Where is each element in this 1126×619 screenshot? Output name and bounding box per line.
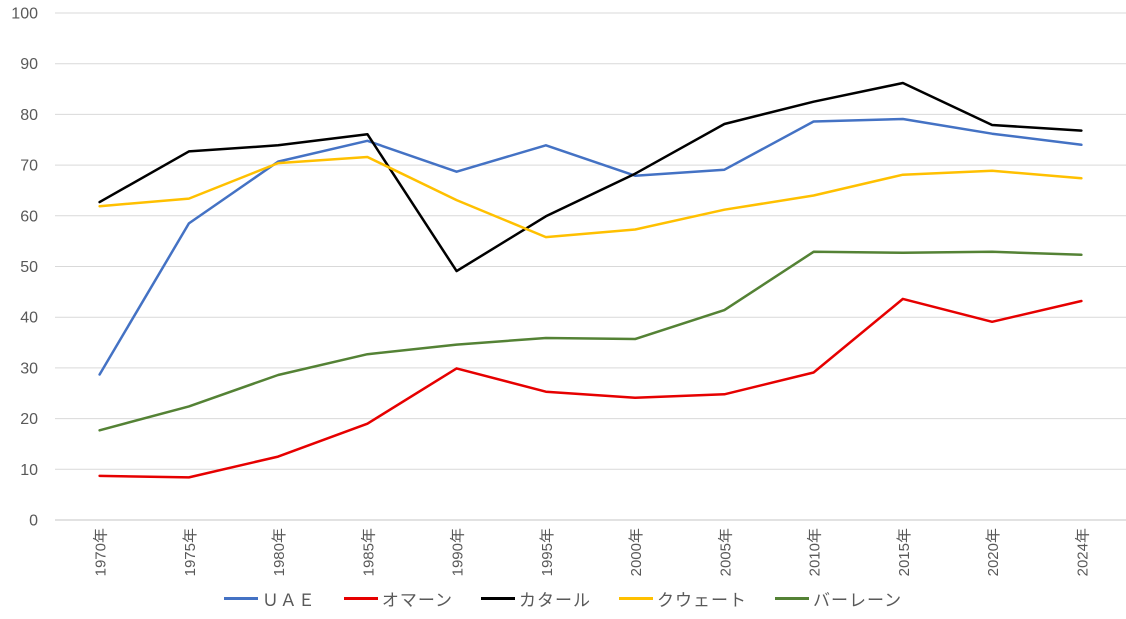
x-axis-tick-label: 1970年 bbox=[93, 528, 110, 576]
y-axis-tick-label: 50 bbox=[20, 259, 38, 276]
legend-swatch-qatar bbox=[481, 597, 515, 600]
y-axis-tick-label: 40 bbox=[20, 310, 38, 327]
y-axis-tick-label: 80 bbox=[20, 107, 38, 124]
series-line-kuwait bbox=[98, 155, 1083, 239]
legend-item-bahrain: バーレーン bbox=[775, 586, 902, 611]
series-line-qatar bbox=[98, 81, 1083, 273]
y-axis-tick-label: 100 bbox=[11, 6, 38, 23]
x-axis-tick-label: 2005年 bbox=[717, 528, 734, 576]
legend-swatch-uae bbox=[223, 597, 258, 600]
legend-label-qatar: カタール bbox=[519, 591, 591, 610]
y-axis-tick-label: 0 bbox=[29, 513, 38, 530]
series-line-bahrain bbox=[98, 250, 1083, 432]
legend-item-uae: ＵＡＥ bbox=[223, 586, 316, 611]
series-line-uae bbox=[98, 117, 1083, 376]
x-axis-tick-label: 2024年 bbox=[1074, 528, 1091, 576]
x-axis-tick-label: 1980年 bbox=[271, 528, 288, 576]
legend-label-kuwait: クウェート bbox=[657, 591, 747, 610]
x-axis-tick-label: 1990年 bbox=[450, 528, 467, 576]
legend-item-oman: オマーン bbox=[343, 586, 453, 611]
x-axis-tick-label: 2015年 bbox=[896, 528, 913, 576]
legend-swatch-kuwait bbox=[619, 597, 653, 600]
y-axis-tick-label: 90 bbox=[20, 56, 38, 73]
legend-swatch-bahrain bbox=[775, 597, 809, 600]
legend-swatch-oman bbox=[343, 597, 378, 600]
legend-item-kuwait: クウェート bbox=[619, 586, 747, 611]
legend-label-bahrain: バーレーン bbox=[813, 591, 903, 610]
x-axis-tick-label: 2020年 bbox=[985, 528, 1002, 576]
y-axis-tick-label: 60 bbox=[20, 208, 38, 225]
series-line-oman bbox=[98, 297, 1083, 479]
legend: ＵＡＥ オマーン カタール クウェート バーレーン bbox=[0, 586, 1126, 611]
x-axis-tick-label: 1995年 bbox=[539, 528, 556, 576]
y-axis-tick-label: 70 bbox=[20, 158, 38, 175]
x-axis-tick-label: 1985年 bbox=[360, 528, 377, 576]
y-axis-tick-label: 10 bbox=[20, 462, 38, 479]
x-axis-tick-label: 2000年 bbox=[628, 528, 645, 576]
y-axis-tick-label: 30 bbox=[20, 360, 38, 377]
legend-label-oman: オマーン bbox=[381, 591, 453, 610]
y-axis-tick-label: 20 bbox=[20, 411, 38, 428]
legend-label-uae: ＵＡＥ bbox=[261, 591, 316, 610]
legend-item-qatar: カタール bbox=[481, 586, 591, 611]
x-axis-tick-label: 2010年 bbox=[807, 528, 824, 576]
x-axis-tick-label: 1975年 bbox=[182, 528, 199, 576]
